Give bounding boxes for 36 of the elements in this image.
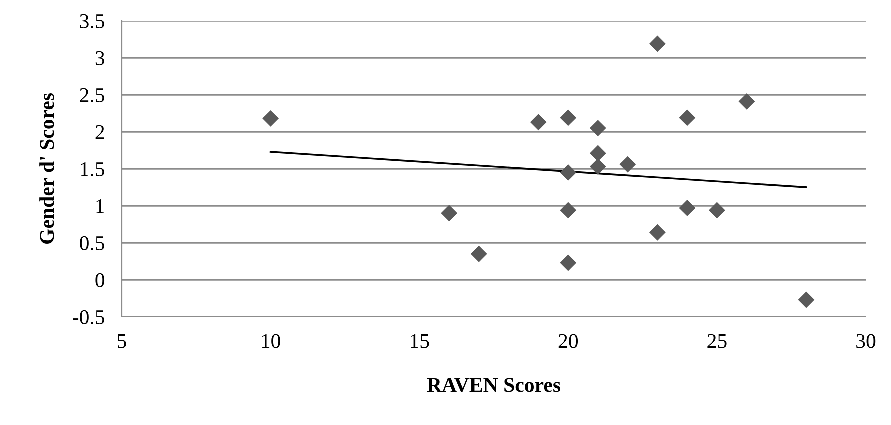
x-axis-title: RAVEN Scores	[427, 378, 561, 392]
x-tick-label: 20	[558, 334, 578, 348]
point	[560, 164, 577, 181]
point	[590, 145, 606, 162]
point	[262, 110, 280, 127]
point	[560, 202, 577, 219]
y-tick-label: 0	[96, 273, 105, 288]
y-tick-label: 3.5	[80, 14, 105, 29]
y-tick-label: 3	[96, 51, 105, 66]
point	[679, 110, 696, 126]
y-axis-title: Gender d' Scores	[40, 93, 54, 244]
point	[470, 246, 488, 262]
y-tick-label: 2	[96, 125, 104, 140]
point	[590, 158, 606, 175]
point	[620, 156, 636, 173]
point	[560, 254, 577, 272]
point	[649, 36, 666, 52]
x-tick-label: 15	[411, 334, 430, 348]
point	[530, 114, 547, 131]
y-tick-label: 0.5	[80, 236, 105, 251]
point	[590, 120, 606, 137]
point	[798, 292, 815, 308]
x-tick-label: 25	[708, 334, 727, 348]
y-tick-label: -0.5	[73, 310, 105, 325]
y-tick-label: 2.5	[80, 88, 105, 103]
x-tick-label: 30	[856, 334, 876, 348]
y-tick-label: 1.5	[81, 162, 105, 177]
point	[738, 93, 756, 110]
point	[649, 224, 666, 241]
point	[441, 205, 458, 222]
y-tick-label: 1	[96, 199, 104, 214]
point	[560, 110, 577, 126]
x-tick-label: 10	[262, 334, 280, 348]
x-tick-label: 5	[118, 334, 126, 348]
point	[708, 202, 726, 219]
point	[679, 200, 696, 216]
